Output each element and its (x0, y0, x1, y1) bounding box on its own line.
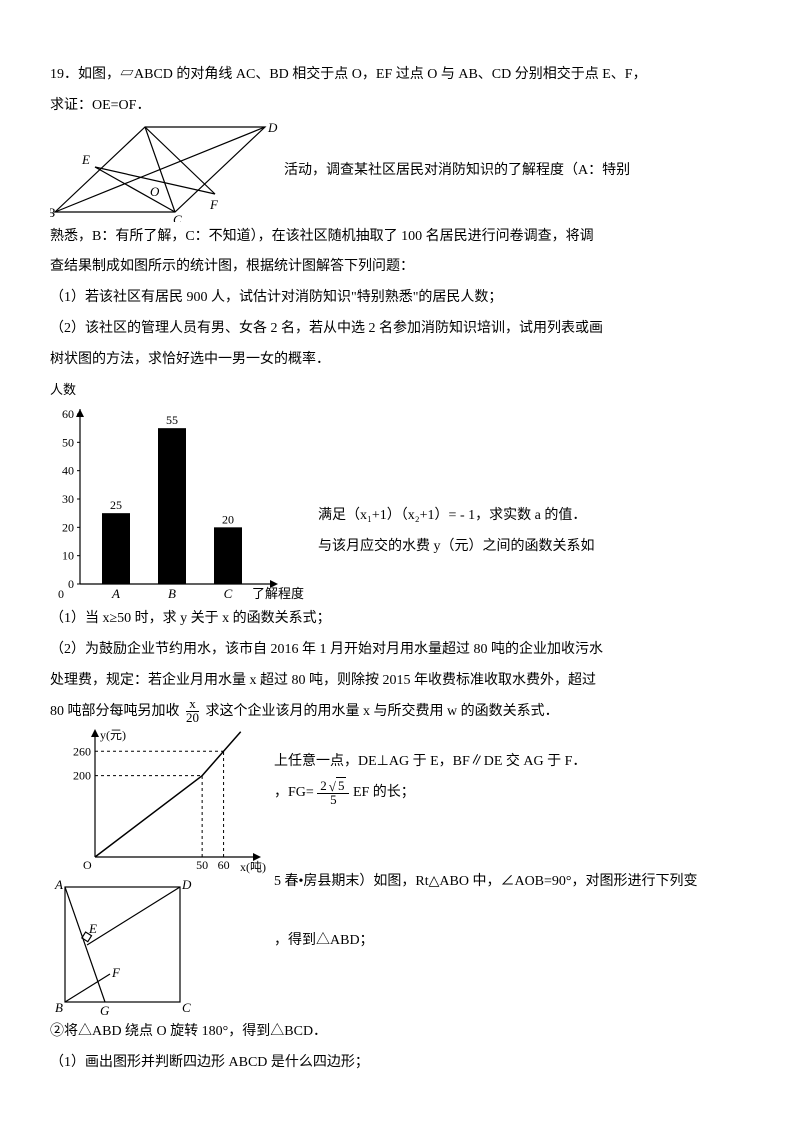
q24-line1: ②将△ABD 绕点 O 旋转 180°，得到△BCD． (50, 1017, 750, 1048)
svg-text:20: 20 (222, 513, 234, 527)
svg-text:E: E (81, 152, 90, 167)
svg-text:60: 60 (62, 407, 74, 421)
water-line4a: 80 吨部分每吨另加收 (50, 704, 180, 719)
svg-text:0: 0 (68, 577, 74, 591)
svg-text:E: E (88, 921, 97, 936)
svg-text:x(吨): x(吨) (240, 860, 266, 874)
water-line4b: 求这个企业该月的用水量 x 与所交费用 w 的函数关系式． (206, 704, 559, 719)
q19-line4: 查结果制成如图所示的统计图，根据统计图解答下列问题： (50, 252, 750, 283)
q19-line2: 求证：OE=OF． (50, 91, 750, 122)
q19-figure-row: A D B C E F O 活动，调查某社区居民对消防知识的了解程度（A：特别 (50, 122, 750, 222)
svg-text:D: D (267, 122, 278, 135)
svg-text:B: B (168, 586, 176, 601)
svg-text:G: G (100, 1003, 110, 1017)
geom2-frac: 2√5 5 (317, 779, 349, 808)
linechart-row: y(元) x(吨) O 200 260 50 60 A D B C E F G 上任意一点，… (50, 727, 750, 1017)
svg-text:C: C (182, 1000, 191, 1015)
geom2-right2: ，FG= 2√5 5 EF 的长； (274, 778, 698, 809)
svg-text:C: C (173, 212, 182, 222)
svg-text:y(元): y(元) (100, 728, 126, 742)
svg-text:A: A (54, 877, 63, 892)
svg-text:F: F (209, 197, 219, 212)
barchart-righttext1: 满足（x₁+1）（x₂+1）= - 1，求实数 a 的值． (318, 501, 595, 532)
barchart-righttext2: 与该月应交的水费 y（元）之间的函数关系如 (318, 532, 595, 563)
parallelogram-figure: A D B C E F O (50, 122, 280, 222)
q24-right: 5 春•房县期末）如图，Rt△ABO 中，∠AOB=90°，对图形进行下列变 (274, 867, 698, 898)
svg-text:40: 40 (62, 464, 74, 478)
svg-text:A: A (111, 586, 120, 601)
q24-line2: （1）画出图形并判断四边形 ABCD 是什么四边形； (50, 1048, 750, 1079)
water-line4: 80 吨部分每吨另加收 x 20 求这个企业该月的用水量 x 与所交费用 w 的… (50, 697, 750, 728)
svg-text:F: F (111, 965, 121, 980)
svg-text:200: 200 (73, 769, 91, 783)
line-chart: y(元) x(吨) O 200 260 50 60 (50, 727, 270, 877)
svg-text:55: 55 (166, 413, 178, 427)
svg-text:260: 260 (73, 745, 91, 759)
svg-text:B: B (55, 1000, 63, 1015)
svg-text:C: C (224, 586, 233, 601)
q19-fig-righttext: 活动，调查某社区居民对消防知识的了解程度（A：特别 (280, 156, 750, 187)
water-line2: （2）为鼓励企业节约用水，该市自 2016 年 1 月开始对月用水量超过 80 … (50, 635, 750, 666)
q19-sub3: 树状图的方法，求恰好选中一男一女的概率． (50, 345, 750, 376)
geom2-right1: 上任意一点，DE⊥AG 于 E，BF∥DE 交 AG 于 F． (274, 747, 698, 778)
svg-text:0: 0 (58, 587, 64, 601)
water-frac: x 20 (183, 697, 202, 726)
page-root: { "q19": { "line1": "19．如图，▱ABCD 的对角线 AC… (0, 0, 800, 1132)
svg-text:B: B (50, 205, 55, 220)
svg-text:D: D (181, 877, 192, 892)
svg-text:A: A (141, 122, 150, 124)
svg-text:60: 60 (218, 858, 230, 872)
q24-right2: ，得到△ABD； (274, 926, 698, 957)
svg-text:10: 10 (62, 549, 74, 563)
svg-text:20: 20 (62, 521, 74, 535)
square-figure: A D B C E F G (50, 877, 200, 1017)
q19-line1: 19．如图，▱ABCD 的对角线 AC、BD 相交于点 O，EF 过点 O 与 … (50, 60, 750, 91)
water-line1: （1）当 x≥50 时，求 y 关于 x 的函数关系式； (50, 604, 750, 635)
q19-sub2: （2）该社区的管理人员有男、女各 2 名，若从中选 2 名参加消防知识培训，试用… (50, 314, 750, 345)
svg-text:O: O (150, 184, 160, 199)
q19-sub1: （1）若该社区有居民 900 人，试估计对消防知识"特别熟悉"的居民人数； (50, 283, 750, 314)
svg-text:了解程度: 了解程度 (252, 586, 304, 601)
q19-line3: 熟悉，B：有所了解，C：不知道），在该社区随机抽取了 100 名居民进行问卷调查… (50, 222, 750, 253)
water-line3: 处理费，规定：若企业月用水量 x 超过 80 吨，则除按 2015 年收费标准收… (50, 666, 750, 697)
barchart-row: 0 10 20 30 40 50 60 25 A 55 B 20 C 了解程度 0 满足（x₁+1）（x₂+… (50, 404, 750, 604)
svg-text:25: 25 (110, 498, 122, 512)
bar-chart: 0 10 20 30 40 50 60 25 A 55 B 20 C 了解程度 0 (50, 404, 310, 604)
svg-text:50: 50 (196, 858, 208, 872)
svg-text:O: O (83, 858, 92, 872)
svg-text:30: 30 (62, 492, 74, 506)
svg-text:50: 50 (62, 436, 74, 450)
barchart-ylabel: 人数 (50, 376, 750, 405)
